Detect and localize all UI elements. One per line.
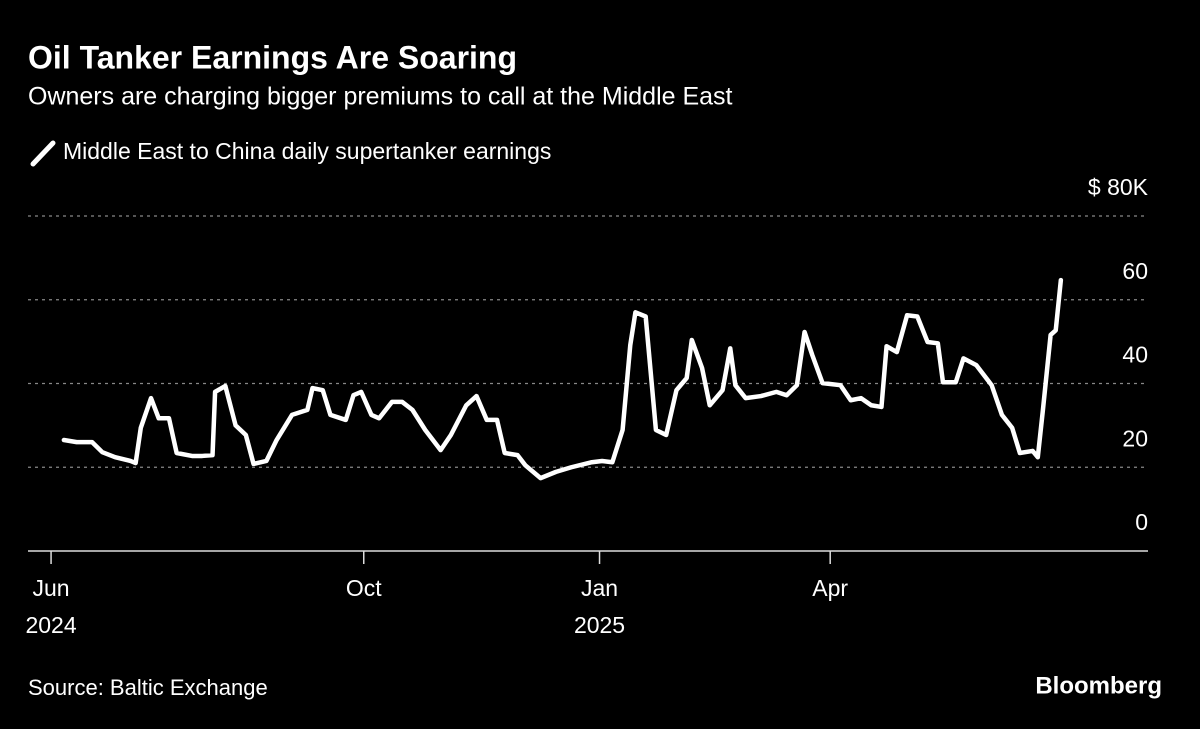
chart-title: Oil Tanker Earnings Are Soaring bbox=[28, 39, 517, 75]
x-tick-label: Jun bbox=[33, 575, 70, 601]
x-tick-label: 2025 bbox=[574, 612, 625, 638]
chart-subtitle: Owners are charging bigger premiums to c… bbox=[28, 83, 733, 111]
x-tick-label: Oct bbox=[346, 575, 382, 601]
y-tick-label: 60 bbox=[1122, 258, 1148, 284]
series-line bbox=[61, 277, 1064, 481]
brand: Bloomberg bbox=[1035, 672, 1162, 699]
y-tick-label: 20 bbox=[1122, 425, 1148, 451]
y-tick-label: 0 bbox=[1135, 509, 1148, 535]
y-tick-label: 40 bbox=[1122, 342, 1148, 368]
x-tick-label: 2024 bbox=[25, 612, 76, 638]
x-tick-label: Jan bbox=[581, 575, 618, 601]
source: Source: Baltic Exchange bbox=[28, 675, 268, 700]
y-tick-label: $ 80K bbox=[1088, 174, 1149, 200]
legend-swatch bbox=[30, 140, 56, 167]
x-tick-label: Apr bbox=[812, 575, 848, 601]
legend-label: Middle East to China daily supertanker e… bbox=[63, 138, 551, 164]
